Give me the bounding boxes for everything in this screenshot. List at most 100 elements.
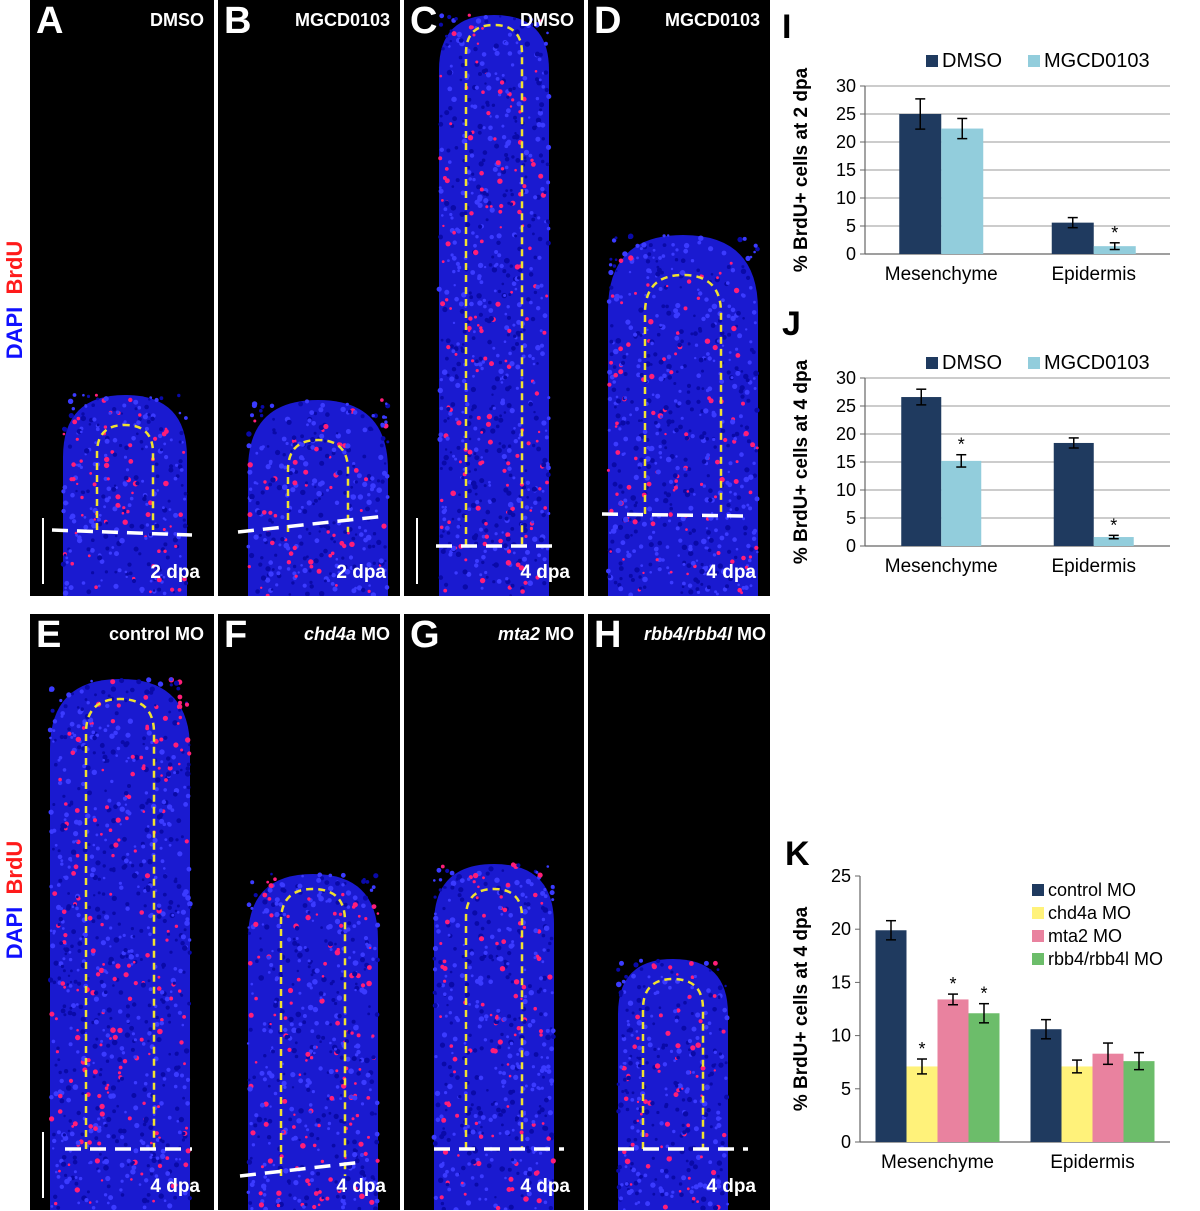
- panel-condition-b: MGCD0103: [294, 10, 390, 30]
- stain-label-bottom: DAPI BrdU: [0, 800, 30, 1000]
- image-panel-g: G mta2 MO 4 dpa: [404, 614, 584, 1210]
- panel-letter-a: A: [36, 0, 64, 42]
- bar-chart-k: 0 5 10 15 20 25 % BrdU+ cells at 4 dpa * * * Mesen…: [791, 866, 1170, 1173]
- condition-suffix-h: MO: [732, 624, 766, 644]
- gene-name-h: rbb4/rbb4l: [643, 624, 732, 644]
- panel-letter-e: E: [36, 614, 62, 656]
- legend-swatch: [926, 357, 938, 369]
- y-axis-label: % BrdU+ cells at 4 dpa: [791, 359, 812, 564]
- bar: [937, 999, 969, 1142]
- image-panel-a: A DMSO 2 dpa: [30, 0, 214, 596]
- y-tick-label: 0: [846, 536, 856, 556]
- brdu-label-top: BrdU: [2, 240, 27, 295]
- image-panel-b: B MGCD0103 2 dpa: [218, 0, 400, 596]
- y-tick-label: 5: [841, 1079, 851, 1099]
- image-panel-e: E control MO 4 dpa: [30, 614, 214, 1210]
- panel-condition-f: chd4a MO: [304, 624, 390, 645]
- panel-condition-g: mta2 MO: [498, 624, 574, 645]
- bar: [941, 128, 984, 254]
- legend-swatch: [1032, 884, 1044, 896]
- significance-marker: *: [1110, 515, 1117, 535]
- panel-dpa-d: 4 dpa: [706, 562, 756, 583]
- y-tick-label: 30: [836, 76, 856, 96]
- bar: [941, 460, 982, 546]
- bar: [901, 397, 942, 546]
- y-tick-label: 5: [846, 508, 856, 528]
- y-tick-label: 20: [836, 132, 856, 152]
- significance-marker: *: [918, 1039, 925, 1059]
- panel-dpa-g: 4 dpa: [520, 1176, 570, 1197]
- bar: [1061, 1066, 1093, 1142]
- legend-swatch: [1028, 55, 1040, 67]
- panel-dpa-a: 2 dpa: [150, 562, 200, 583]
- gene-name-f: chd4a: [303, 624, 356, 644]
- x-category-label: Mesenchyme: [885, 264, 998, 285]
- image-panel-f: F chd4a MO 4 dpa: [218, 614, 400, 1210]
- bar: [899, 114, 942, 254]
- y-tick-label: 25: [831, 866, 851, 886]
- y-tick-label: 0: [846, 244, 856, 264]
- x-category-label: Mesenchyme: [881, 1152, 994, 1173]
- panel-letter-h: H: [594, 614, 622, 656]
- bar: [875, 930, 907, 1142]
- y-tick-label: 5: [846, 216, 856, 236]
- bar-chart-i: 0 5 10 15 20 25 30 % BrdU+ cells at 2 dpa Mesenc…: [791, 50, 1170, 285]
- bar: [968, 1013, 1000, 1142]
- fin-tissue: [248, 400, 388, 596]
- x-category-label: Epidermis: [1052, 556, 1136, 577]
- y-tick-label: 0: [841, 1132, 851, 1152]
- nuclei-speckle: [616, 958, 730, 1210]
- significance-marker: *: [958, 435, 965, 455]
- mesenchyme-outline: [641, 977, 705, 1149]
- chart-letter-i: I: [782, 8, 792, 46]
- y-axis-label: % BrdU+ cells at 4 dpa: [791, 906, 812, 1111]
- significance-marker: *: [949, 974, 956, 994]
- legend-label: chd4a MO: [1048, 903, 1131, 923]
- amputation-line: [239, 1160, 364, 1178]
- y-tick-label: 20: [831, 919, 851, 939]
- y-tick-label: 15: [836, 452, 856, 472]
- legend-swatch: [1032, 930, 1044, 942]
- significance-marker: *: [980, 984, 987, 1004]
- y-tick-label: 25: [836, 396, 856, 416]
- legend-swatch: [1032, 907, 1044, 919]
- panel-letter-c: C: [410, 0, 438, 42]
- bar: [1123, 1061, 1155, 1142]
- legend-label: DMSO: [942, 352, 1002, 374]
- bar: [1053, 442, 1094, 546]
- image-panel-c: C DMSO 4 dpa: [404, 0, 584, 596]
- stain-label-top: DAPI BrdU: [0, 200, 30, 400]
- brdu-label-bottom: BrdU: [2, 840, 27, 895]
- panel-dpa-c: 4 dpa: [520, 562, 570, 583]
- panel-condition-c: DMSO: [520, 10, 574, 30]
- fin-image-g: [431, 862, 564, 1210]
- nuclei-speckle: [246, 398, 391, 596]
- panel-letter-d: D: [594, 0, 622, 42]
- panel-condition-h: rbb4/rbb4l MO: [644, 624, 766, 645]
- bar: [906, 1066, 938, 1142]
- panel-letter-f: F: [224, 614, 248, 656]
- fin-tissue: [439, 15, 549, 596]
- legend-label: rbb4/rbb4l MO: [1048, 949, 1163, 969]
- dapi-label-bottom: DAPI: [2, 906, 27, 960]
- fin-image-b: [237, 398, 391, 596]
- chart-letter-j: J: [782, 305, 801, 343]
- condition-suffix-g: MO: [540, 624, 574, 644]
- panel-dpa-h: 4 dpa: [706, 1176, 756, 1197]
- bar: [1093, 537, 1134, 546]
- y-tick-label: 10: [836, 480, 856, 500]
- y-tick-label: 20: [836, 424, 856, 444]
- nuclei-speckle: [606, 233, 760, 596]
- panel-letter-b: B: [224, 0, 252, 42]
- legend-swatch: [926, 55, 938, 67]
- legend-label: MGCD0103: [1044, 50, 1150, 72]
- mesenchyme-outline: [279, 887, 347, 1176]
- legend-label: control MO: [1048, 880, 1136, 900]
- legend-label: MGCD0103: [1044, 352, 1150, 374]
- gene-name-g: mta2: [497, 624, 540, 644]
- y-tick-label: 25: [836, 104, 856, 124]
- y-tick-label: 30: [836, 368, 856, 388]
- panel-dpa-b: 2 dpa: [336, 562, 386, 583]
- x-category-label: Epidermis: [1050, 1152, 1134, 1173]
- panel-condition-d: MGCD0103: [664, 10, 760, 30]
